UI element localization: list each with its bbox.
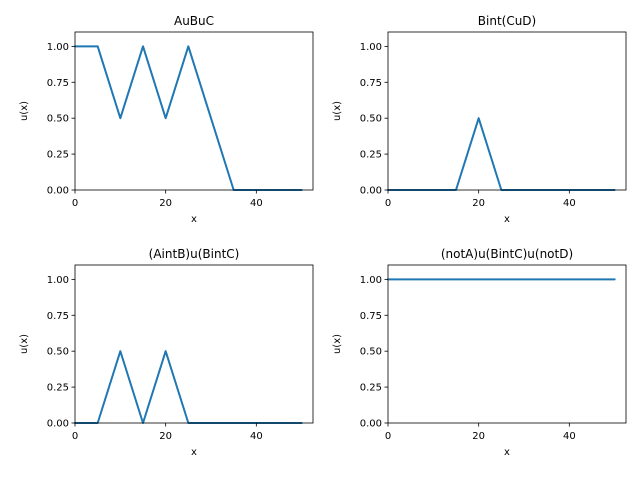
y-tick-label: 0.50 (360, 347, 382, 358)
x-tick-label: 20 (472, 198, 485, 209)
chart-title: AuBuC (174, 14, 214, 28)
x-tick-label: 40 (250, 431, 263, 442)
axes-frame (387, 264, 627, 424)
chart-title: (notA)u(BintC)u(notD) (441, 247, 573, 261)
subplot-3: 0 20 40 0.00 0.25 0.50 0.75 1.00 x u(x) (AintB)u(B… (19, 247, 314, 458)
y-tick-label: 0.75 (360, 78, 382, 89)
y-tick-label: 0.50 (47, 114, 69, 125)
x-axis-label: x (504, 447, 510, 458)
x-axis-label: x (191, 447, 197, 458)
x-tick-label: 0 (385, 431, 391, 442)
series-line (74, 350, 303, 424)
x-tick-label: 20 (159, 198, 172, 209)
chart-title: (AintB)u(BintC) (149, 247, 240, 261)
y-tick-label: 0.25 (47, 150, 69, 161)
x-tick-label: 0 (72, 198, 78, 209)
y-axis-label: u(x) (19, 334, 30, 354)
x-tick-label: 40 (563, 198, 576, 209)
x-tick-label: 0 (385, 198, 391, 209)
axes-frame (74, 264, 314, 424)
y-tick-label: 0.75 (360, 311, 382, 322)
y-tick-label: 1.00 (360, 275, 382, 286)
x-tick-label: 40 (563, 431, 576, 442)
y-tick-label: 0.00 (360, 186, 382, 197)
y-tick-label: 0.75 (47, 311, 69, 322)
y-tick-label: 0.25 (360, 150, 382, 161)
y-tick-label: 0.50 (47, 347, 69, 358)
y-tick-label: 0.75 (47, 78, 69, 89)
subplot-2: 0 20 40 0.00 0.25 0.50 0.75 1.00 x u(x) Bint(CuD) (332, 14, 627, 225)
subplot-1: 0 20 40 0.00 0.25 0.50 0.75 1.00 x u(x) AuBuC (19, 14, 314, 225)
axes-frame (387, 31, 627, 191)
series-line (387, 117, 616, 191)
x-tick-label: 40 (250, 198, 263, 209)
x-tick-label: 20 (159, 431, 172, 442)
y-axis-label: u(x) (332, 334, 343, 354)
y-tick-label: 1.00 (47, 275, 69, 286)
y-tick-label: 0.00 (47, 419, 69, 430)
series-line (74, 45, 303, 191)
y-axis-label: u(x) (332, 101, 343, 121)
x-tick-label: 20 (472, 431, 485, 442)
x-axis-label: x (191, 214, 197, 225)
subplot-4: 0 20 40 0.00 0.25 0.50 0.75 1.00 x u(x) (notA)u(Bi… (332, 247, 627, 458)
y-tick-label: 0.00 (360, 419, 382, 430)
y-tick-label: 1.00 (47, 42, 69, 53)
y-tick-label: 0.25 (360, 383, 382, 394)
x-axis-label: x (504, 214, 510, 225)
y-axis-label: u(x) (19, 101, 30, 121)
axes-frame (74, 31, 314, 191)
chart-title: Bint(CuD) (478, 14, 536, 28)
y-tick-label: 0.25 (47, 383, 69, 394)
y-tick-label: 1.00 (360, 42, 382, 53)
x-tick-label: 0 (72, 431, 78, 442)
y-tick-label: 0.50 (360, 114, 382, 125)
y-tick-label: 0.00 (47, 186, 69, 197)
